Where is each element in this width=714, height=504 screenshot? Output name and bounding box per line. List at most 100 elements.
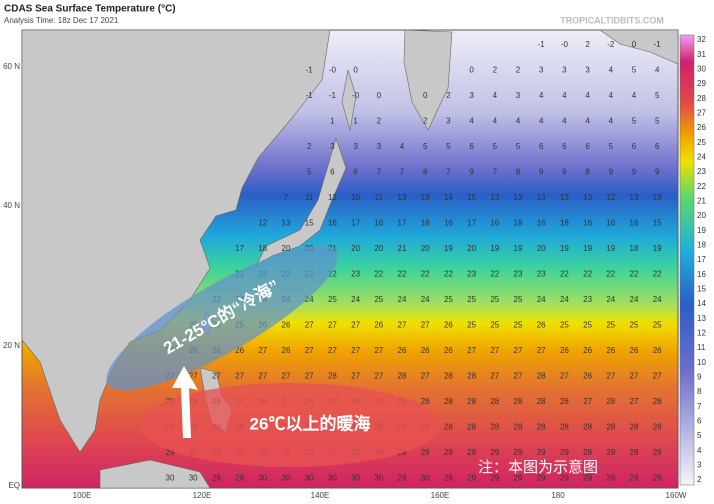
sst-value: 5 — [609, 142, 614, 151]
sst-value: 5 — [632, 117, 637, 126]
sst-value: 3 — [377, 142, 382, 151]
sst-value: 28 — [467, 423, 476, 432]
sst-value: -1 — [329, 91, 337, 100]
sst-value: 0 — [423, 91, 428, 100]
sst-value: 22 — [398, 270, 407, 279]
sst-value: 18 — [258, 244, 267, 253]
lat-label: 20 N — [3, 341, 20, 350]
sst-value: 9 — [539, 168, 544, 177]
sst-value: 27 — [583, 397, 592, 406]
sst-value: 4 — [493, 117, 498, 126]
colorbar-label: 14 — [697, 299, 706, 308]
sst-value: 5 — [307, 168, 312, 177]
sst-value: 4 — [562, 91, 567, 100]
sst-value: 13 — [398, 193, 407, 202]
sst-value: 28 — [653, 397, 662, 406]
sst-value: 25 — [374, 295, 383, 304]
sst-value: 24 — [351, 295, 360, 304]
sst-value: 27 — [235, 372, 244, 381]
sst-value: 25 — [653, 321, 662, 330]
sst-value: 6 — [353, 168, 358, 177]
sst-value: 23 — [351, 270, 360, 279]
sst-value: 27 — [374, 372, 383, 381]
sst-value: 20 — [467, 244, 476, 253]
sst-value: 2 — [377, 117, 382, 126]
sst-value: 7 — [446, 168, 451, 177]
sst-value: 22 — [630, 270, 639, 279]
lat-label: 40 N — [3, 201, 20, 210]
sst-value: 28 — [537, 372, 546, 381]
sst-value: 1 — [330, 117, 335, 126]
sst-value: 2 — [493, 66, 498, 75]
sst-value: 28 — [583, 423, 592, 432]
sst-value: 28 — [467, 397, 476, 406]
sst-value: 29 — [166, 448, 175, 457]
sst-value: 2 — [585, 40, 590, 49]
sst-value: 22 — [374, 270, 383, 279]
sst-value: 27 — [351, 321, 360, 330]
sst-value: 20 — [421, 244, 430, 253]
colorbar-label: 21 — [697, 196, 706, 205]
sst-value: 22 — [583, 270, 592, 279]
sst-value: 9 — [632, 168, 637, 177]
sst-value: 24 — [421, 295, 430, 304]
sst-value: 9 — [609, 168, 614, 177]
sst-value: 6 — [469, 142, 474, 151]
sst-value: 16 — [537, 219, 546, 228]
sst-value: 25 — [514, 321, 523, 330]
sst-value: 25 — [560, 321, 569, 330]
sst-value: 12 — [606, 193, 615, 202]
sst-value: -1 — [654, 40, 662, 49]
colorbar-label: 30 — [697, 64, 706, 73]
sst-value: 22 — [444, 270, 453, 279]
sst-value: 26 — [583, 346, 592, 355]
sst-value: 17 — [235, 244, 244, 253]
sst-value: 27 — [398, 321, 407, 330]
sst-value: 27 — [212, 372, 221, 381]
sst-value: 4 — [493, 91, 498, 100]
sst-value: 30 — [166, 474, 175, 483]
sst-value: 30 — [305, 474, 314, 483]
sst-value: 13 — [490, 193, 499, 202]
sst-value: 9 — [469, 168, 474, 177]
sst-value: 29 — [606, 448, 615, 457]
sst-value: 7 — [400, 168, 405, 177]
sst-value: 23 — [514, 270, 523, 279]
sst-value: 19 — [606, 244, 615, 253]
sst-value: 19 — [514, 244, 523, 253]
sst-value: 20 — [537, 244, 546, 253]
sst-value: 6 — [632, 142, 637, 151]
sst-value: 27 — [630, 372, 639, 381]
sst-value: 28 — [653, 423, 662, 432]
sst-value: 24 — [305, 295, 314, 304]
sst-value: 22 — [653, 270, 662, 279]
sst-value: 2 — [423, 117, 428, 126]
sst-value: 6 — [330, 168, 335, 177]
colorbar-label: 25 — [697, 138, 706, 147]
colorbar-label: 6 — [697, 416, 702, 425]
sst-value: 11 — [305, 193, 314, 202]
colorbar-label: 26 — [697, 123, 706, 132]
colorbar-label: 11 — [697, 343, 706, 352]
warm-label: 26℃以上的暖海 — [250, 413, 371, 433]
colorbar-label: 9 — [697, 372, 702, 381]
sst-value: 22 — [421, 270, 430, 279]
sst-value: 26 — [398, 346, 407, 355]
sst-value: 16 — [328, 219, 337, 228]
sst-value: 25 — [606, 321, 615, 330]
sst-value: 29 — [444, 474, 453, 483]
sst-value: 26 — [421, 346, 430, 355]
sst-value: 6 — [539, 142, 544, 151]
colorbar-label: 3 — [697, 460, 702, 469]
sst-value: 29 — [560, 448, 569, 457]
colorbar-label: 20 — [697, 211, 706, 220]
sst-value: 29 — [467, 474, 476, 483]
sst-value: 5 — [446, 142, 451, 151]
sst-value: 27 — [630, 397, 639, 406]
sst-value: 29 — [537, 448, 546, 457]
sst-value: 14 — [444, 193, 453, 202]
sst-value: 28 — [606, 397, 615, 406]
colorbar-label: 31 — [697, 50, 706, 59]
colorbar-label: 19 — [697, 226, 706, 235]
